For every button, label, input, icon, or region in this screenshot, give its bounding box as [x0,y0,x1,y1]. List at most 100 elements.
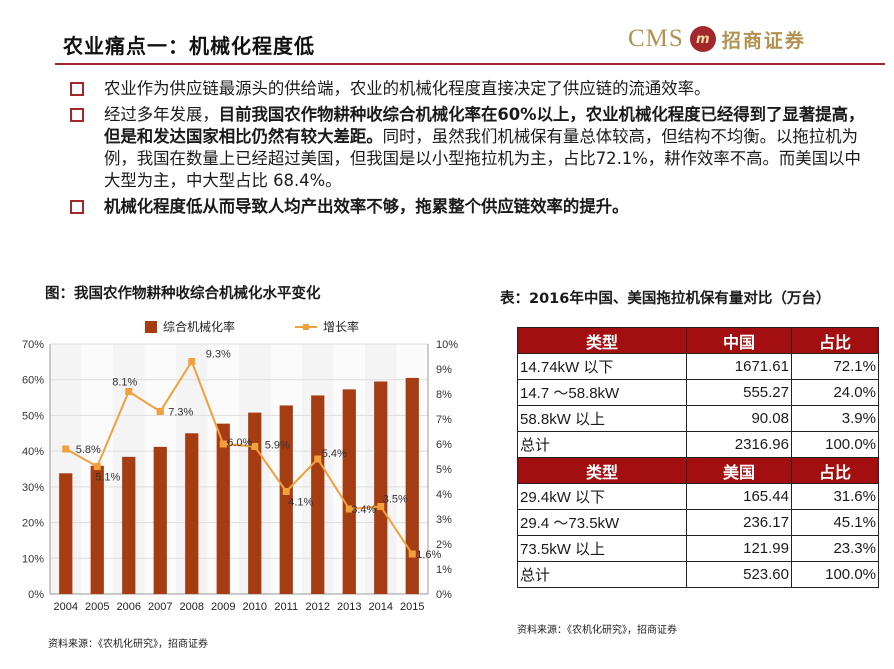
table-header-row: 类型 中国 占比 [517,327,879,354]
growth-rate-data-label: 5.4% [322,448,347,460]
bullet-item: 农业作为供应链最源头的供给端，农业的机械化程度直接决定了供应链的流通效率。 [70,78,870,100]
growth-rate-data-label: 1.6% [416,549,441,561]
bar-mechanization-rate [311,395,325,594]
growth-rate-point [125,388,133,395]
bar-mechanization-rate [248,412,262,594]
table-cell: 58.8kW 以上 [517,405,687,432]
bar-mechanization-rate [216,423,230,594]
y-left-tick-label: 20% [22,518,44,530]
table-cell: 165.44 [686,483,792,510]
slide-title: 农业痛点一：机械化程度低 [63,34,315,58]
y-right-tick-label: 7% [436,414,452,426]
growth-rate-data-label: 5.9% [265,440,290,452]
bar-mechanization-rate [342,389,356,594]
table-cell: 100.0% [791,561,879,588]
table-row: 58.8kW 以上 90.08 3.9% [517,405,879,432]
table-title: 表：2016年中国、美国拖拉机保有量对比（万台） [500,291,831,307]
growth-rate-point [408,550,416,558]
growth-rate-data-label: 5.1% [95,472,120,484]
figure-source: 资料来源：《农机化研究》，招商证券 [48,639,208,650]
table-row: 14.7 ～58.8kW 555.27 24.0% [517,379,879,406]
table-cell: 45.1% [791,509,879,536]
growth-rate-point [377,503,385,510]
bullet-list: 农业作为供应链最源头的供给端，农业的机械化程度直接决定了供应链的流通效率。 经过… [70,78,870,222]
mechanization-chart: 0% 10% 20% 30% 40% 50% 60% 70% 0% 1% 2% 3% 4% 5% 6% 7% 8… [22,339,458,613]
table-cell: 3.9% [791,405,879,432]
x-tick-label: 2013 [337,601,361,613]
y-left-tick-label: 40% [22,446,44,458]
y-right-tick-label: 3% [436,514,452,526]
y-right-tick-label: 9% [436,364,452,376]
table-cell: 2316.96 [686,431,792,458]
growth-rate-point [314,455,322,463]
table-cell: 24.0% [791,379,879,406]
x-tick-label: 2015 [400,601,424,613]
bar-mechanization-rate [374,381,388,594]
growth-rate-data-label: 7.3% [168,407,193,419]
growth-rate-data-label: 4.1% [288,497,313,509]
growth-rate-point [282,488,290,495]
checkbox-bullet-icon [70,108,84,122]
table-row: 14.74kW 以下 1671.61 72.1% [517,353,879,380]
table-cell: 100.0% [791,431,879,458]
x-tick-label: 2007 [148,601,172,613]
bar-mechanization-rate [122,456,136,594]
table-cell: 121.99 [686,535,792,562]
table-cell: 90.08 [686,405,792,432]
bullet-text: 同时，虽然我们机械保有量总体较高，但结构不均衡。以拖拉机为例，我国在数量上已经超… [104,127,861,190]
table-header-cell: 美国 [686,457,792,484]
table-cell: 236.17 [686,509,792,536]
bar-mechanization-rate [279,405,293,594]
y-right-tick-label: 6% [436,439,452,451]
table-cell: 31.6% [791,483,879,510]
bar-mechanization-rate [185,433,199,594]
y-left-tick-label: 10% [22,553,44,565]
y-right-tick-label: 1% [436,564,452,576]
table-cell: 23.3% [791,535,879,562]
table-cell: 总计 [517,561,687,588]
y-right-tick-label: 0% [436,589,452,601]
table-cell: 523.60 [686,561,792,588]
x-tick-label: 2010 [243,601,267,613]
legend-line-label: 增长率 [323,320,360,334]
legend-bar-label: 综合机械化率 [163,320,236,334]
y-left-tick-label: 30% [22,482,44,494]
brand-cms-text: CMS [628,25,684,52]
table-cell: 73.5kW 以上 [517,535,687,562]
y-right-tick-label: 8% [436,389,452,401]
growth-rate-point [156,408,164,415]
table-header-row: 类型 美国 占比 [517,457,879,484]
x-tick-label: 2008 [180,601,204,613]
chart-legend: 综合机械化率 增长率 [145,318,359,335]
bullet-item: 机械化程度低从而导致人均产出效率不够，拖累整个供应链效率的提升。 [70,196,870,218]
table-row: 总计 2316.96 100.0% [517,431,879,458]
title-divider [55,63,885,65]
bullet-text: 农业作为供应链最源头的供给端，农业的机械化程度直接决定了供应链的流通效率。 [104,79,711,98]
y-left-tick-label: 60% [22,375,44,387]
table-cell: 1671.61 [686,353,792,380]
bullet-emphasis: 目前我国农作物耕种收综合机械化率在60%以上，农业机械化程度已经得到了显著提高，… [104,105,865,146]
x-tick-label: 2006 [117,601,141,613]
table-row: 29.4kW 以下 165.44 31.6% [517,483,879,510]
y-right-tick-label: 10% [436,339,458,351]
bar-mechanization-rate [90,465,104,594]
x-tick-label: 2011 [274,601,298,613]
table-header-cell: 占比 [791,457,879,484]
figure-title: 图：我国农作物耕种收综合机械化水平变化 [45,286,321,302]
x-tick-label: 2009 [211,601,235,613]
tractor-comparison-table: 类型 中国 占比 14.74kW 以下 1671.61 72.1% 14.7 ～58.8kW… [517,327,879,588]
growth-rate-data-label: 3.4% [351,504,376,516]
bar-mechanization-rate [59,473,73,594]
bullet-emphasis: 机械化程度低从而导致人均产出效率不够，拖累整个供应链效率的提升。 [104,197,629,216]
table-header-cell: 中国 [686,327,792,354]
growth-rate-point [188,358,196,365]
table-cell: 总计 [517,431,687,458]
y-left-tick-label: 0% [28,589,44,601]
brand-name: 招商证券 [721,29,806,52]
growth-rate-point [345,505,353,513]
x-tick-label: 2004 [54,601,78,613]
table-row: 73.5kW 以上 121.99 23.3% [517,535,879,562]
legend-bar-swatch [145,320,157,333]
growth-rate-point [93,463,101,470]
growth-rate-point [62,445,70,453]
